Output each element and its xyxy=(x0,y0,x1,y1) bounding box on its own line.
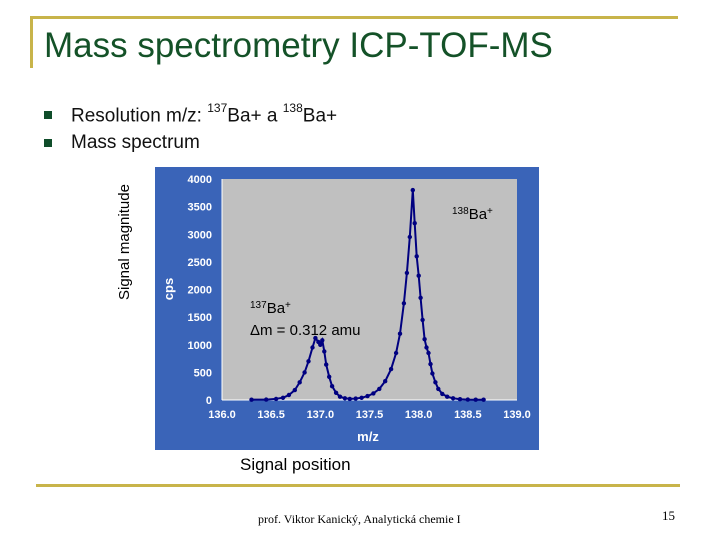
series-points xyxy=(249,187,486,402)
data-point xyxy=(416,273,421,278)
data-point xyxy=(333,390,339,395)
footer-text: prof. Viktor Kanický, Analytická chemie … xyxy=(258,512,461,526)
data-point xyxy=(318,342,323,347)
data-point xyxy=(264,397,269,402)
data-point xyxy=(428,361,433,367)
data-point xyxy=(273,396,279,402)
y-tick-label: 1500 xyxy=(188,312,212,324)
annotation-delta-m: Δm = 0.312 amu xyxy=(250,322,361,339)
bottom-border xyxy=(36,484,680,487)
y-tick-label: 3500 xyxy=(188,202,212,214)
y-tick-label: 500 xyxy=(194,367,212,379)
y-tick-label: 2500 xyxy=(188,257,212,269)
square-bullet-icon xyxy=(44,139,52,147)
data-point xyxy=(422,337,427,342)
data-point xyxy=(329,384,335,389)
x-tick-labels: 136.0 136.5 137.0 137.5 138.0 138.5 139.0 xyxy=(208,409,531,421)
data-point xyxy=(280,395,286,400)
plot-area xyxy=(222,179,517,400)
bullet-list: Resolution m/z: 137Ba+ a 138Ba+ Mass spe… xyxy=(44,101,337,157)
data-point xyxy=(430,371,435,376)
data-point xyxy=(445,394,450,399)
data-point xyxy=(481,397,486,402)
bullet-item-resolution: Resolution m/z: 137Ba+ a 138Ba+ xyxy=(44,101,337,129)
data-point xyxy=(397,331,403,336)
bullet-item-spectrum: Mass spectrum xyxy=(44,129,337,157)
data-point xyxy=(327,374,332,379)
outer-y-axis-label: Signal magnitude xyxy=(116,184,133,300)
data-point xyxy=(286,392,292,398)
data-point xyxy=(359,395,364,400)
square-bullet-icon xyxy=(44,111,52,119)
y-tick-label: 0 xyxy=(206,395,212,407)
y-axis-title: cps xyxy=(161,278,176,300)
left-border xyxy=(30,16,33,68)
data-point xyxy=(292,387,297,393)
top-border xyxy=(30,16,678,19)
data-point xyxy=(457,397,463,402)
data-point xyxy=(410,187,415,193)
data-point xyxy=(433,380,438,385)
data-point xyxy=(388,366,394,372)
data-point xyxy=(342,396,348,401)
y-tick-labels: 0 500 1000 1500 2000 2500 3000 3500 4000 xyxy=(188,174,212,407)
data-point xyxy=(436,386,441,392)
data-point xyxy=(450,396,456,401)
data-point xyxy=(324,362,329,367)
data-point xyxy=(320,338,325,343)
y-tick-label: 2000 xyxy=(188,285,212,297)
data-point xyxy=(313,335,318,341)
data-point xyxy=(404,270,410,276)
annotation-138ba: 138Ba+ xyxy=(452,206,493,223)
data-point xyxy=(383,379,388,384)
data-point xyxy=(302,370,307,375)
data-point xyxy=(306,359,311,364)
data-point xyxy=(418,295,423,300)
bullet-text-spectrum: Mass spectrum xyxy=(71,132,200,153)
data-point xyxy=(347,396,352,402)
x-tick-label: 137.5 xyxy=(356,409,384,421)
data-point xyxy=(249,397,254,402)
data-point xyxy=(414,254,419,259)
annotation-137ba: 137Ba+ xyxy=(250,300,291,317)
data-point xyxy=(297,380,302,385)
data-point xyxy=(310,345,315,350)
data-point xyxy=(424,345,429,350)
x-tick-label: 138.0 xyxy=(405,409,433,421)
data-point xyxy=(465,397,470,402)
data-point xyxy=(412,221,417,226)
y-tick-label: 3000 xyxy=(188,229,212,241)
data-point xyxy=(401,301,407,306)
slide-title: Mass spectrometry ICP-TOF-MS xyxy=(44,26,553,65)
x-tick-label: 139.0 xyxy=(503,409,531,421)
data-point xyxy=(371,391,376,396)
x-axis-title: m/z xyxy=(357,429,379,444)
data-point xyxy=(393,350,399,356)
outer-x-axis-label: Signal position xyxy=(240,455,351,474)
x-tick-label: 136.5 xyxy=(257,409,285,421)
y-tick-label: 4000 xyxy=(188,174,212,186)
x-tick-label: 137.0 xyxy=(307,409,335,421)
data-point xyxy=(365,393,370,399)
page-number: 15 xyxy=(662,508,675,523)
data-point xyxy=(322,349,327,354)
data-point xyxy=(353,396,358,401)
x-tick-label: 136.0 xyxy=(208,409,236,421)
data-point xyxy=(337,394,343,399)
y-tick-label: 1000 xyxy=(188,340,212,352)
data-point xyxy=(377,386,382,392)
data-point xyxy=(473,397,478,402)
data-point xyxy=(440,391,445,397)
data-point xyxy=(407,234,412,240)
data-point xyxy=(426,350,431,356)
bullet-text-resolution: Resolution m/z: 137Ba+ a 138Ba+ xyxy=(71,100,338,127)
x-tick-label: 138.5 xyxy=(454,409,482,421)
data-point xyxy=(420,317,425,323)
